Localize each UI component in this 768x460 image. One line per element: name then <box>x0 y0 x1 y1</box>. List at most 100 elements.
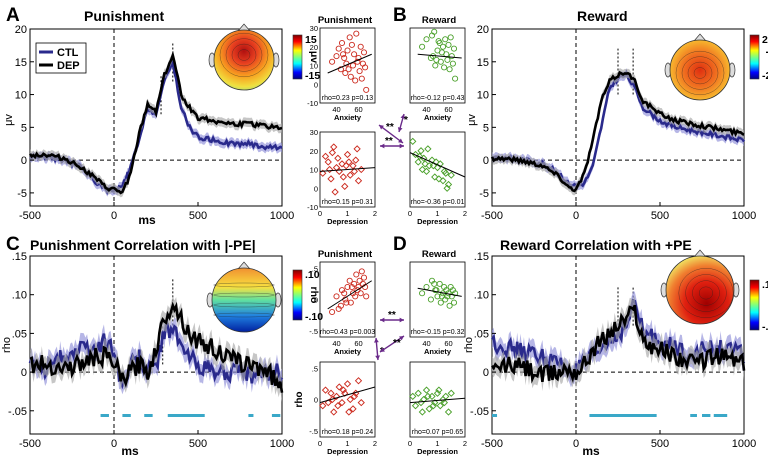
arrow-head <box>399 143 404 149</box>
x-tick-label: 1000 <box>270 210 294 222</box>
data-point <box>349 405 357 413</box>
colorbar-min: -25 <box>762 70 768 82</box>
data-point <box>341 290 348 297</box>
x-axis-label-d: ms <box>582 444 600 458</box>
x-tick-label: -500 <box>481 210 503 222</box>
data-point <box>447 389 455 397</box>
x-tick-label: 0 <box>573 438 579 450</box>
scatter-x-tick: 1 <box>435 209 439 218</box>
scatter-y-tick: 10 <box>310 166 318 175</box>
scatter-y-tick: 10 <box>310 62 318 71</box>
data-point <box>352 77 359 84</box>
data-point <box>348 41 355 48</box>
significance-stars: * <box>404 115 408 126</box>
scatter-x-tick: 0 <box>318 439 322 448</box>
data-point <box>417 398 425 407</box>
scalp-map-B <box>664 33 736 101</box>
data-point <box>449 60 456 67</box>
data-point <box>340 51 347 58</box>
contour-line <box>213 292 275 298</box>
scatter-y-tick: -10 <box>307 203 318 212</box>
data-point <box>325 165 334 174</box>
correlation-stat: rho=0.18 p=0.24 <box>322 429 373 436</box>
data-point <box>360 49 368 56</box>
contour-line <box>225 38 263 72</box>
series-dep <box>490 304 746 384</box>
arrow-head <box>400 114 406 119</box>
scatter-x-tick: 0 <box>318 209 322 218</box>
arrow-head <box>380 143 385 149</box>
contour-line <box>681 56 719 90</box>
data-point <box>433 287 440 294</box>
scatter-y-tick: 20 <box>310 147 318 156</box>
x-axis-label-c: ms <box>121 444 139 458</box>
panel-D: .15 .10 .05 0 -.05 -500 0 500 1000 <box>470 251 756 450</box>
data-point <box>333 293 340 300</box>
data-point <box>347 299 354 306</box>
colorbar-min: -.10 <box>762 321 768 333</box>
scatter-x-tick: 0 <box>408 209 412 218</box>
data-point <box>419 290 426 297</box>
scatter-y-tick: 30 <box>310 24 318 33</box>
data-point <box>335 167 343 176</box>
data-point <box>349 162 357 170</box>
scatter-title-punishment: Punishment <box>318 15 373 26</box>
series-dep <box>490 70 745 193</box>
y-tick-label: .15 <box>474 251 489 263</box>
y-tick-label: .10 <box>474 290 489 302</box>
data-point <box>409 392 417 401</box>
scatter-y-tick: 20 <box>310 43 318 52</box>
data-point <box>343 150 352 159</box>
scatter-x-tick: 2 <box>463 439 467 448</box>
colorbar-unit: μv <box>308 51 320 63</box>
band-dep <box>30 296 282 403</box>
colorbar-unit: μv <box>765 51 768 63</box>
data-point <box>330 143 338 151</box>
data-point <box>447 171 455 179</box>
data-point <box>339 173 348 181</box>
data-point <box>428 392 436 401</box>
arrow-head <box>380 347 385 352</box>
colorbar-scale <box>292 34 303 80</box>
scatter-y-tick: 0 <box>314 396 318 405</box>
data-point <box>411 402 420 410</box>
scatter-y-tick: .5 <box>312 264 318 273</box>
panel-letter-b: B <box>393 5 407 26</box>
data-point <box>324 158 332 166</box>
data-point <box>411 150 420 159</box>
arrow-head <box>397 127 403 132</box>
y-tick-label: -5 <box>17 188 27 200</box>
panel-C: .15 .10 .05 0 -.05 -500 0 500 1000 <box>8 251 294 450</box>
correlation-stat: rho=0.43 p=0.003 <box>320 329 375 336</box>
data-point <box>422 386 431 394</box>
comparison-arrow: * <box>397 113 408 133</box>
correlation-stat: rho=-0.12 p=0.43 <box>411 95 465 102</box>
data-point <box>354 377 363 385</box>
data-point <box>431 28 438 35</box>
x-tick-label: 1000 <box>732 210 756 222</box>
arrow-head <box>398 138 403 143</box>
panel-letter-a: A <box>6 5 20 26</box>
arrow-head <box>399 336 404 341</box>
data-point <box>354 287 361 294</box>
contour-line <box>213 312 275 318</box>
data-point <box>438 49 445 56</box>
scatter-title-punishment-2: Punishment <box>318 249 373 260</box>
series-dep <box>28 50 283 195</box>
y-tick-label: 10 <box>15 90 27 102</box>
data-point <box>341 182 349 191</box>
comparison-arrow: ** <box>378 122 404 144</box>
data-point <box>346 395 354 404</box>
legend-label-dep: DEP <box>57 60 80 72</box>
scatter-frame <box>409 27 466 104</box>
data-point <box>341 54 348 62</box>
scatter-x-label: Depression <box>327 217 368 226</box>
data-point <box>349 62 357 69</box>
contour-line <box>237 49 251 61</box>
data-point <box>333 53 340 60</box>
scatter-B-dep: rho=-0.36 p=0.01 Depression 0 1 2 <box>408 131 467 226</box>
data-point <box>347 73 354 80</box>
scatter-x-label: Anxiety <box>424 113 452 122</box>
